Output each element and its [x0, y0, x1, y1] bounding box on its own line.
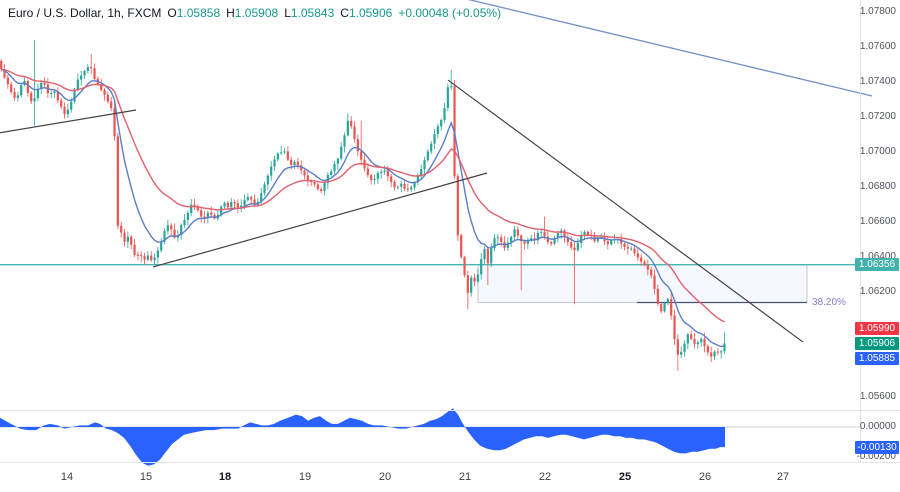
- time-axis-label: 15: [139, 471, 153, 483]
- price-axis-label: 1.07400: [859, 76, 896, 87]
- time-axis-label: 25: [618, 471, 632, 483]
- price-axis-label: 1.07000: [859, 146, 896, 157]
- time-axis-label: 14: [60, 471, 74, 483]
- time-axis[interactable]: 14 15 18 19 20 21 22 25 26 27: [0, 463, 860, 492]
- time-axis-label: 26: [698, 471, 712, 483]
- ohlc-open-label: O: [167, 6, 177, 20]
- fib-382-label: 38.20%: [812, 296, 846, 308]
- time-axis-label: 18: [218, 471, 232, 483]
- ma-fast-line[interactable]: [0, 68, 725, 348]
- ohlc-open-value: 1.05858: [176, 6, 221, 20]
- trendline-2[interactable]: [152, 172, 488, 268]
- price-badge: 1.05990: [855, 322, 899, 335]
- trendline-1[interactable]: [0, 109, 137, 134]
- ohlc-high-label: H: [226, 6, 235, 20]
- ohlc-high-value: 1.05908: [234, 6, 279, 20]
- price-axis-label: 1.06200: [859, 286, 896, 297]
- indicator-axis-label: 0.00000: [859, 421, 896, 432]
- ohlc-close-label: C: [340, 6, 349, 20]
- ohlc-low-value: 1.05843: [290, 6, 335, 20]
- ohlc-close-value: 1.05906: [348, 6, 393, 20]
- trendline-3[interactable]: [447, 79, 804, 343]
- price-axis-label: 1.06400: [859, 251, 896, 262]
- change-value: +0.00048 (+0.05%): [398, 6, 502, 20]
- price-axis-label: 1.06800: [859, 181, 896, 192]
- time-axis-label: 20: [378, 471, 392, 483]
- time-axis-label: 21: [458, 471, 472, 483]
- price-axis-label: 1.05600: [859, 391, 896, 402]
- time-axis-label: 27: [776, 471, 790, 483]
- price-axis-label: 1.06600: [859, 216, 896, 227]
- price-axis[interactable]: 1.07800 1.07600 1.07400 1.07200 1.07000 1.068…: [857, 0, 900, 462]
- price-badge: 1.05906: [855, 337, 899, 350]
- price-badge: 1.06356: [855, 258, 899, 271]
- indicator-axis-label: -0.00200: [856, 451, 896, 462]
- price-axis-label: 1.07200: [859, 111, 896, 122]
- price-axis-label: 1.07600: [859, 41, 896, 52]
- price-badge: -0.00130: [855, 440, 899, 454]
- price-axis-label: 1.07800: [859, 6, 896, 17]
- oscillator-area[interactable]: [0, 408, 725, 466]
- price-badge: 1.05885: [855, 351, 899, 365]
- ma-slow-line[interactable]: [1, 68, 725, 323]
- symbol-legend[interactable]: Euro / U.S. Dollar, 1h, FXCM O1.05858 H1.0…: [8, 6, 501, 20]
- time-axis-label: 22: [538, 471, 552, 483]
- time-axis-label: 19: [298, 471, 312, 483]
- ohlc-low-label: L: [284, 6, 291, 20]
- fib-retracement-zone: [477, 264, 808, 304]
- symbol-title: Euro / U.S. Dollar, 1h, FXCM: [8, 6, 162, 20]
- descending-channel-line[interactable]: [455, 0, 873, 97]
